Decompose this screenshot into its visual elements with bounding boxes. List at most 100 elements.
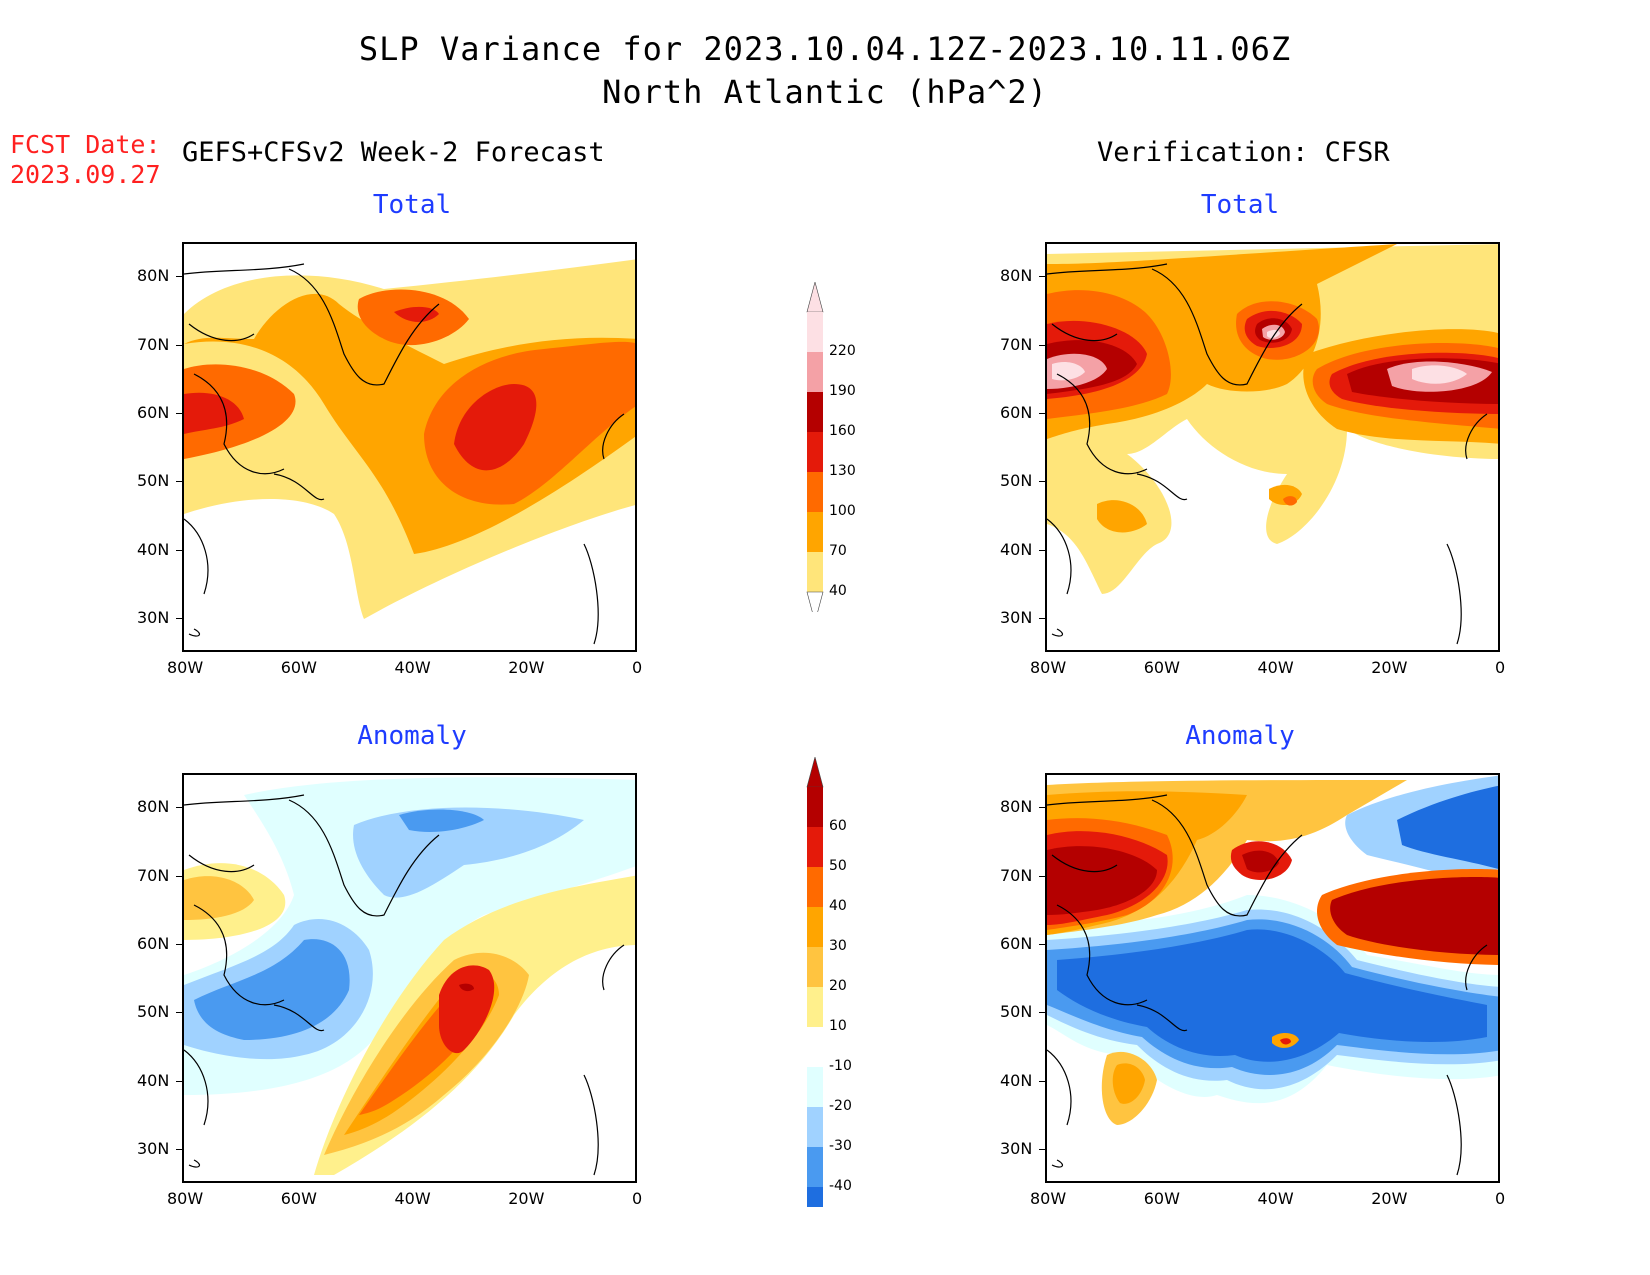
colorbar-level-label: -10 [829,1058,852,1074]
lon-tick-label: 60W [280,658,317,677]
colorbar-level-label: -30 [829,1138,852,1154]
lon-tick-label: 0 [632,658,643,677]
colorbar-level-label: 10 [829,1018,847,1034]
colorbar-segment [807,827,823,867]
colorbar-segment [807,472,823,512]
contour-fill [1283,496,1297,506]
figure-title-line2: North Atlantic (hPa^2) [602,73,1048,111]
lat-tick-mark [176,276,182,278]
lon-tick-label: 60W [280,1189,317,1208]
colorbar-level-label: -40 [829,1178,852,1194]
figure-title-line1: SLP Variance for 2023.10.04.12Z-2023.10.… [358,30,1292,68]
lat-tick-label: 40N [137,539,170,559]
coastline [184,263,625,645]
lat-tick-label: 80N [137,266,170,286]
lon-tick-label: 40W [394,1189,431,1208]
lat-tick-mark [1039,875,1045,877]
map-forecast-anomaly [182,773,637,1183]
lon-tick-label: 20W [1371,1189,1408,1208]
colorbar-segment [807,907,823,947]
colorbar-segment [807,352,823,392]
lat-tick-mark [176,875,182,877]
lat-tick-label: 30N [1000,607,1033,627]
lat-tick-label: 70N [137,334,170,354]
lat-tick-label: 80N [1000,797,1033,817]
fcst-date-value: 2023.09.27 [10,160,161,189]
lon-tick-label: 40W [394,658,431,677]
contour-fill [1047,846,1157,915]
contour-fill [1397,785,1498,869]
lat-tick-label: 80N [137,797,170,817]
colorbar-level-label: 100 [829,503,856,519]
coastline [184,794,625,1176]
contour-fill [1112,1063,1145,1104]
colorbar-segment [807,1027,823,1067]
colorbar-segment [807,947,823,987]
panel-title-verification-anomaly: Anomaly [1185,721,1295,751]
lon-tick-label: 80W [167,658,204,677]
lat-tick-label: 50N [137,471,170,491]
lon-tick-label: 20W [508,658,545,677]
colorbar-segment [807,867,823,907]
lat-tick-mark [1039,549,1045,551]
lat-tick-mark [1039,943,1045,945]
contour-fill [1280,1038,1291,1045]
colorbar-segment [807,1107,823,1147]
colorbar-level-label: 20 [829,978,847,994]
colorbar-segment [807,432,823,472]
lat-tick-mark [176,1148,182,1150]
coastline [1047,263,1488,645]
lat-tick-mark [1039,481,1045,483]
lat-tick-label: 40N [137,1070,170,1090]
colorbar-level-label: 40 [829,898,847,914]
lon-tick-label: 40W [1257,658,1294,677]
colorbar-level-label: -20 [829,1098,852,1114]
colorbar-level-label: 220 [829,343,856,359]
lat-tick-mark [1039,276,1045,278]
colorbar-level-label: 50 [829,858,847,874]
lat-tick-mark [1039,1080,1045,1082]
colorbar-segment [807,1147,823,1187]
fcst-date-label: FCST Date: [10,130,161,159]
lat-tick-label: 80N [1000,266,1033,286]
lat-tick-mark [1039,344,1045,346]
map-verification-total [1045,242,1500,652]
colorbar-segment [807,787,823,827]
lat-tick-mark [176,1080,182,1082]
colorbar-total [805,280,825,624]
lon-tick-label: 0 [632,1189,643,1208]
lat-tick-mark [1039,1148,1045,1150]
lat-tick-label: 50N [1000,1002,1033,1022]
lat-tick-label: 70N [137,865,170,885]
lat-tick-mark [176,1012,182,1014]
lat-tick-label: 40N [1000,1070,1033,1090]
colorbar-level-label: 60 [829,818,847,834]
colorbar-segment [807,987,823,1027]
colorbar-segment [807,312,823,352]
colorbar-bottom-arrow [806,591,824,624]
colorbar-segment [807,552,823,592]
colorbar-level-label: 40 [829,583,847,599]
contour-fill [459,983,474,992]
lat-tick-label: 70N [1000,334,1033,354]
lat-tick-label: 70N [1000,865,1033,885]
panel-title-forecast-anomaly: Anomaly [357,721,467,751]
contour-fill [1242,850,1279,873]
lat-tick-label: 30N [1000,1138,1033,1158]
lat-tick-label: 50N [1000,471,1033,491]
contour-fill [394,306,439,322]
contour-fill [1330,877,1498,955]
lon-tick-label: 80W [1030,658,1067,677]
lon-tick-label: 80W [167,1189,204,1208]
lat-tick-mark [176,344,182,346]
lat-tick-label: 50N [137,1002,170,1022]
panel-title-forecast-total: Total [372,190,452,220]
left-column-header: GEFS+CFSv2 Week-2 Forecast [182,137,605,168]
lon-tick-label: 20W [1371,658,1408,677]
colorbar-segment [807,1067,823,1107]
lat-tick-mark [176,412,182,414]
lon-tick-label: 40W [1257,1189,1294,1208]
contour-fill [1412,365,1467,384]
map-verification-anomaly [1045,773,1500,1183]
lat-tick-label: 30N [137,607,170,627]
